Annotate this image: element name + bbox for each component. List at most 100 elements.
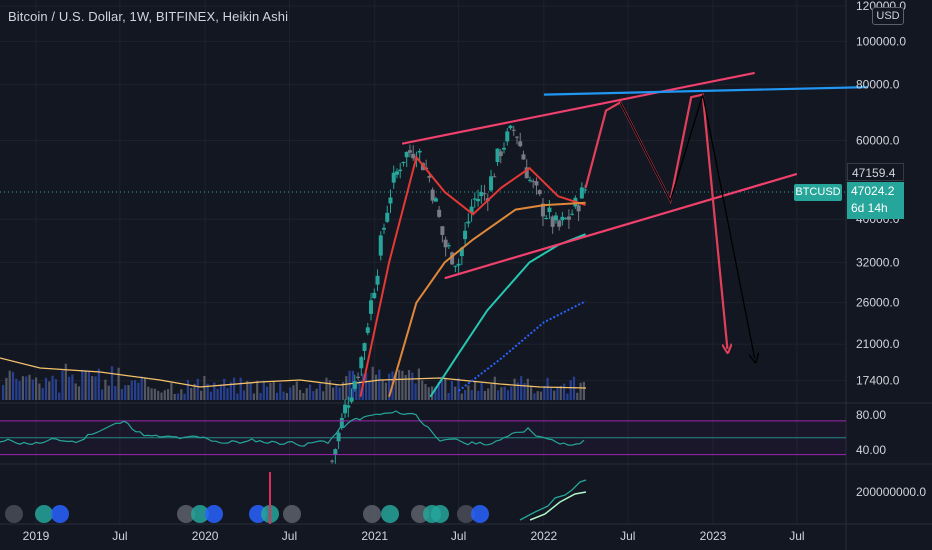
volume-bar xyxy=(530,385,533,400)
time-axis[interactable]: 2019 Jul 2020 Jul 2021 Jul 2022 Jul 2023 Jul xyxy=(23,529,805,543)
candle-body xyxy=(531,181,536,183)
projection-path[interactable] xyxy=(619,94,754,359)
candle-body xyxy=(505,131,510,142)
volume-bar xyxy=(160,392,163,400)
time-tick-label: Jul xyxy=(112,529,127,543)
indicator-dot xyxy=(177,505,195,523)
candle-body xyxy=(492,176,497,178)
price-axis[interactable]: 120000.0100000.080000.060000.040000.0320… xyxy=(856,0,906,388)
volume-bar xyxy=(262,380,265,400)
volume-bar xyxy=(341,382,345,400)
candle-body xyxy=(375,275,380,285)
volume-bar xyxy=(173,393,176,400)
volume-bar xyxy=(272,382,275,400)
volume-bar xyxy=(2,385,5,400)
volume-bar xyxy=(41,388,44,400)
candle-body xyxy=(547,207,552,213)
volume-bar xyxy=(318,383,321,400)
currency-button[interactable]: USD xyxy=(872,7,904,25)
candle-body xyxy=(466,221,471,224)
volume-bar xyxy=(480,383,483,400)
indicator-dot xyxy=(35,505,53,523)
volume-bar xyxy=(506,390,510,400)
volume-bar xyxy=(427,387,430,400)
volume-bar xyxy=(279,383,282,400)
volume-bar xyxy=(259,393,262,400)
volume-bar xyxy=(358,380,361,400)
candle-body xyxy=(359,357,364,369)
drawings[interactable] xyxy=(401,71,868,359)
moving-average-line xyxy=(457,300,587,392)
candle-body xyxy=(583,189,588,191)
candle-body xyxy=(550,216,555,227)
candles xyxy=(330,124,588,464)
candle-body xyxy=(362,343,367,351)
candle-body xyxy=(472,198,477,200)
time-tick-label: 2023 xyxy=(700,529,727,543)
candle-body xyxy=(401,161,406,164)
candle-body xyxy=(495,148,500,163)
trendline[interactable] xyxy=(401,71,755,145)
volume-bar xyxy=(167,389,170,400)
indicator-line xyxy=(529,491,587,521)
volume-bar xyxy=(503,386,506,400)
bottom-indicator-pane: 200000000.0 xyxy=(5,472,926,524)
candle-body xyxy=(378,235,383,256)
price-tick-label: 100000.0 xyxy=(856,34,906,48)
volume-bar xyxy=(236,393,239,400)
indicator-dot xyxy=(457,505,475,523)
volume-bar xyxy=(457,378,460,400)
candle-body xyxy=(576,205,581,212)
projection-path[interactable] xyxy=(584,93,728,349)
volume-bar xyxy=(394,372,397,400)
volume-bar xyxy=(348,370,351,400)
time-tick-label: Jul xyxy=(789,529,804,543)
volume-bar xyxy=(246,381,249,400)
volume-bar xyxy=(516,382,519,400)
volume-bar xyxy=(398,369,401,400)
indicator-dot xyxy=(471,505,489,523)
time-tick-label: 2020 xyxy=(192,529,219,543)
candle-body xyxy=(566,216,571,220)
candle-body xyxy=(433,198,438,202)
indicator-dot xyxy=(205,505,223,523)
volume-bar xyxy=(384,382,387,400)
candle-body xyxy=(391,172,396,183)
indicator-dot xyxy=(51,505,69,523)
volume-bar xyxy=(68,376,71,400)
volume-bar xyxy=(219,384,222,400)
volume-bar xyxy=(94,376,97,400)
volume-bar xyxy=(233,377,236,400)
volume-bar xyxy=(61,370,64,400)
volume-bar xyxy=(328,380,331,400)
candle-body xyxy=(557,220,562,227)
candle-body xyxy=(540,203,545,217)
volume-bar xyxy=(520,376,523,400)
candle-body xyxy=(411,153,416,159)
volume-bar xyxy=(216,388,219,400)
chart-title: Bitcoin / U.S. Dollar, 1W, BITFINEX, Hei… xyxy=(8,9,289,24)
volume-bar xyxy=(87,370,90,400)
volume-bar xyxy=(74,383,77,400)
volume-bar xyxy=(374,374,378,400)
price-tick-label: 21000.0 xyxy=(856,337,900,351)
volume-bar xyxy=(229,382,232,400)
candle-body xyxy=(563,218,568,220)
volume-bar xyxy=(206,383,209,400)
trendline[interactable] xyxy=(543,86,868,96)
volume-bar xyxy=(51,375,54,400)
volume-bar xyxy=(440,376,444,400)
volume-bar xyxy=(434,386,437,400)
time-tick-label: Jul xyxy=(282,529,297,543)
volume-bar xyxy=(305,388,308,400)
oscillator-tick-label: 80.00 xyxy=(856,408,886,422)
trendline[interactable] xyxy=(444,172,798,280)
candle-body xyxy=(534,181,539,186)
candle-body xyxy=(417,150,422,153)
volume-bar xyxy=(470,390,473,400)
volume-bar xyxy=(25,376,28,400)
volume-bar xyxy=(44,377,48,400)
candle-body xyxy=(508,125,513,129)
candle-body xyxy=(489,176,494,191)
